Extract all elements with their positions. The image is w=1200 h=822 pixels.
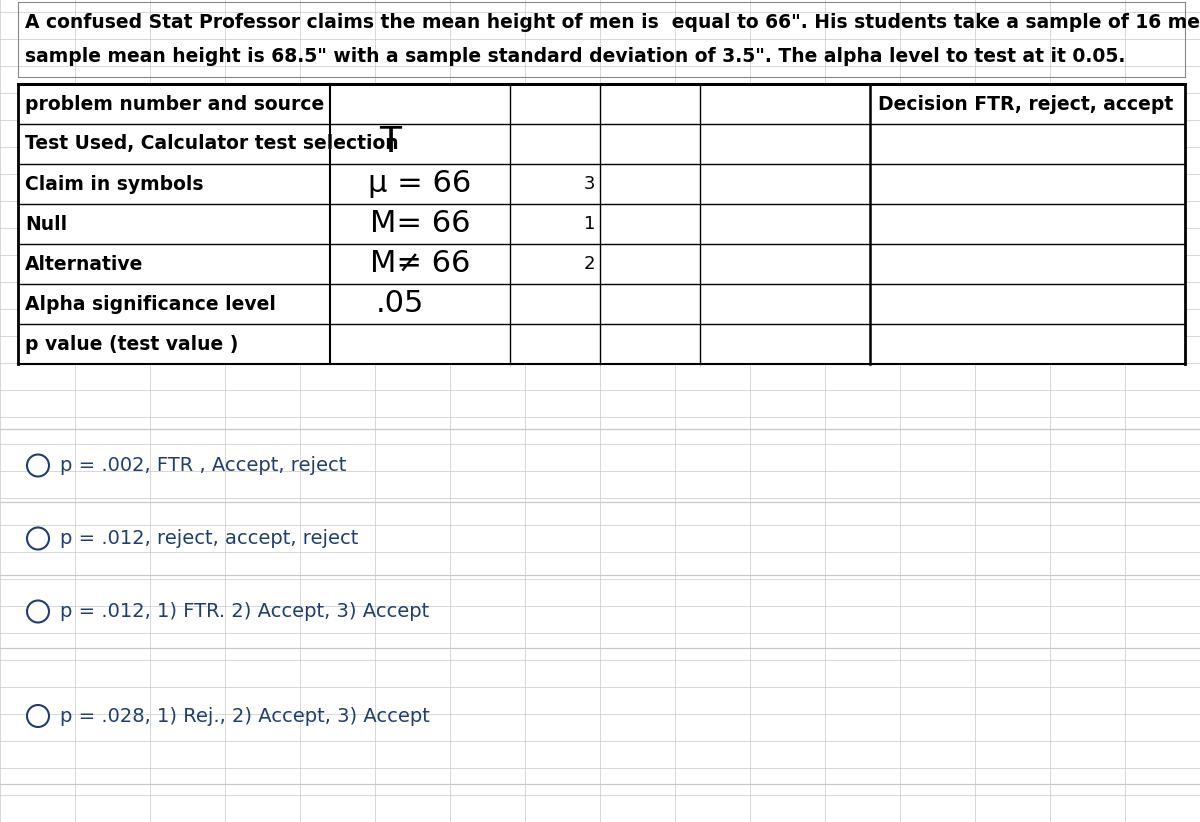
Text: 1: 1	[583, 215, 595, 233]
Circle shape	[28, 528, 49, 549]
Text: p value (test value ): p value (test value )	[25, 335, 239, 353]
Text: Alternative: Alternative	[25, 255, 143, 274]
Text: 3: 3	[583, 175, 595, 193]
Text: Null: Null	[25, 215, 67, 233]
Text: problem number and source: problem number and source	[25, 95, 324, 113]
Text: p = .012, reject, accept, reject: p = .012, reject, accept, reject	[60, 529, 359, 548]
Text: .05: .05	[376, 289, 424, 318]
Text: M= 66: M= 66	[370, 210, 470, 238]
Circle shape	[28, 455, 49, 477]
Circle shape	[28, 601, 49, 622]
Text: p = .002, FTR , Accept, reject: p = .002, FTR , Accept, reject	[60, 456, 347, 475]
Text: Alpha significance level: Alpha significance level	[25, 294, 276, 313]
Text: μ = 66: μ = 66	[368, 169, 472, 198]
Text: p = .012, 1) FTR. 2) Accept, 3) Accept: p = .012, 1) FTR. 2) Accept, 3) Accept	[60, 602, 430, 621]
Circle shape	[28, 705, 49, 727]
Text: A confused Stat Professor claims the mean height of men is  equal to 66". His st: A confused Stat Professor claims the mea…	[25, 13, 1200, 33]
Text: Claim in symbols: Claim in symbols	[25, 174, 204, 193]
Text: p = .028, 1) Rej., 2) Accept, 3) Accept: p = .028, 1) Rej., 2) Accept, 3) Accept	[60, 706, 430, 726]
Text: M≠ 66: M≠ 66	[370, 250, 470, 279]
Text: 2: 2	[583, 255, 595, 273]
Bar	[18, 84, 1186, 364]
Text: Decision FTR, reject, accept: Decision FTR, reject, accept	[878, 95, 1174, 113]
Text: sample mean height is 68.5" with a sample standard deviation of 3.5". The alpha : sample mean height is 68.5" with a sampl…	[25, 47, 1126, 66]
Text: T: T	[379, 125, 401, 159]
Text: Test Used, Calculator test selection: Test Used, Calculator test selection	[25, 135, 398, 154]
